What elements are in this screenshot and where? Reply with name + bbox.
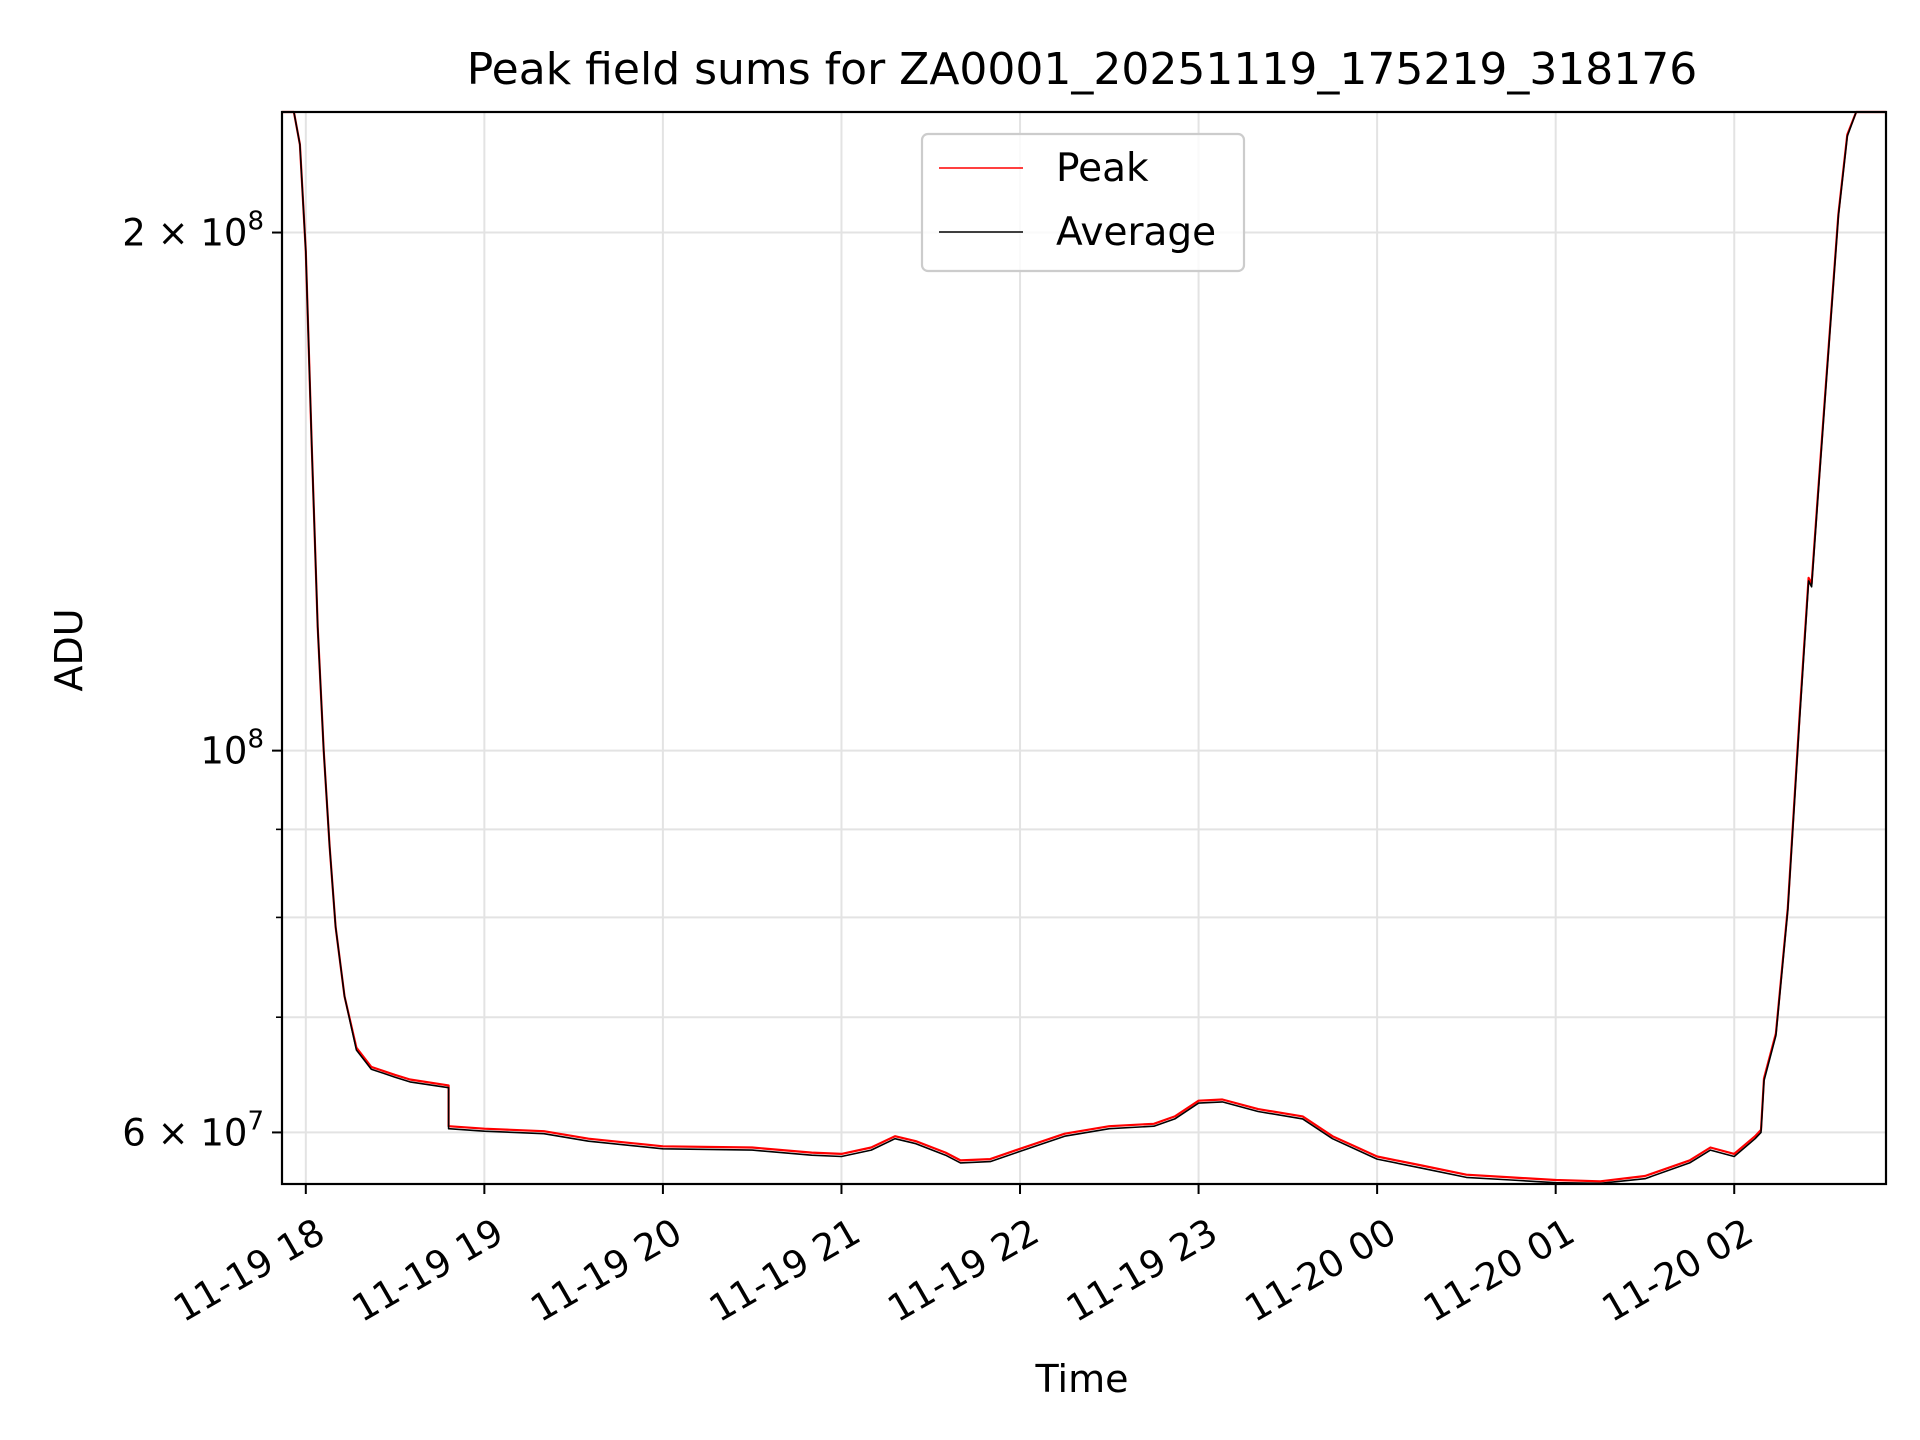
y-tick-exponent: 8 (247, 207, 264, 237)
chart-title: Peak field sums for ZA0001_20251119_1752… (467, 44, 1698, 95)
legend-label-average: Average (1056, 210, 1216, 255)
legend-label-peak: Peak (1056, 146, 1149, 191)
legend: Peak Average (920, 132, 1246, 273)
x-axis-label: Time (1035, 1357, 1129, 1401)
series-line-average (282, 111, 1886, 1185)
y-tick-base: 10 (200, 730, 247, 773)
y-tick-label: 2 × 108 (122, 207, 264, 255)
y-tick-exponent: 8 (247, 725, 264, 755)
series-lines (282, 110, 1886, 1185)
y-tick-label: 108 (200, 725, 264, 773)
y-tick-label: 6 × 107 (122, 1106, 264, 1154)
y-tick-base: 2 × 10 (122, 212, 247, 255)
y-axis-label: ADU (47, 608, 91, 691)
y-tick-exponent: 7 (247, 1106, 264, 1136)
y-tick-base: 6 × 10 (122, 1111, 247, 1154)
plot-frame (280, 110, 1888, 1186)
